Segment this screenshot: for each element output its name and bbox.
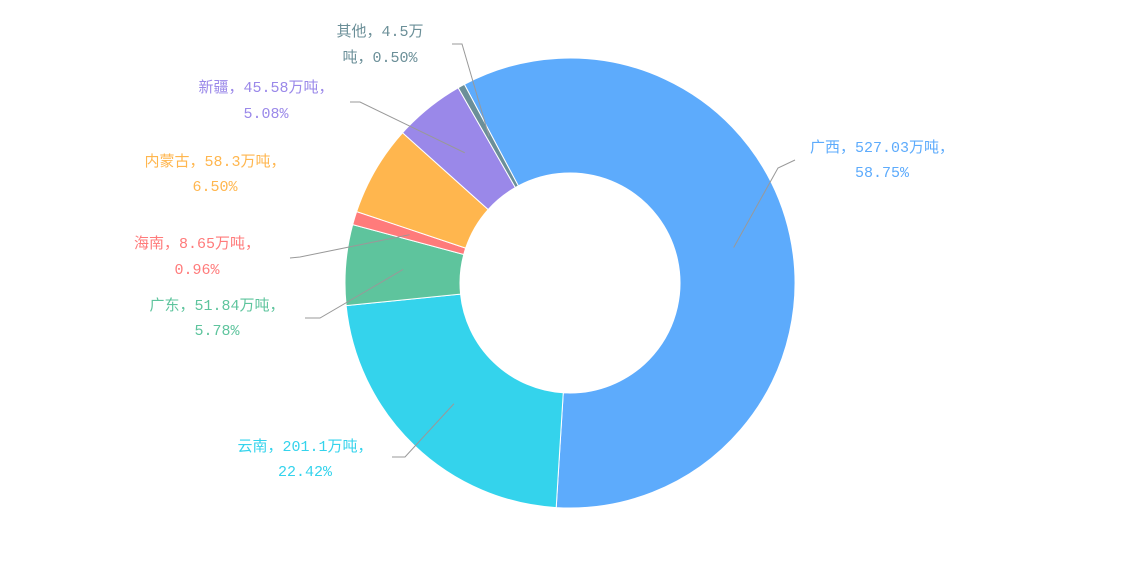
data-label: 广西，527.03万吨， [810,139,954,157]
leader-line [289,234,410,259]
data-label: 5.78% [194,323,240,340]
leader-line [392,403,455,458]
data-label: 其他，4.5万 [336,23,423,41]
slice [345,293,564,509]
data-label: 新疆，45.58万吨， [198,79,333,97]
leader-line [452,43,490,137]
leader-line [305,269,404,319]
data-label: 6.50% [192,179,238,196]
data-label: 22.42% [278,464,333,481]
slice [457,83,520,189]
data-label: 云南，201.1万吨， [237,438,372,456]
data-label: 0.96% [174,262,220,279]
data-label: 广东，51.84万吨， [149,297,284,315]
leader-line [350,101,465,154]
data-label: 海南，8.65万吨， [134,235,260,253]
data-label: 58.75% [855,165,910,182]
leader-line [733,159,796,248]
data-label: 吨，0.50% [342,49,418,67]
data-label: 内蒙古，58.3万吨， [144,153,285,171]
data-label: 5.08% [243,106,289,123]
slice [463,57,796,509]
